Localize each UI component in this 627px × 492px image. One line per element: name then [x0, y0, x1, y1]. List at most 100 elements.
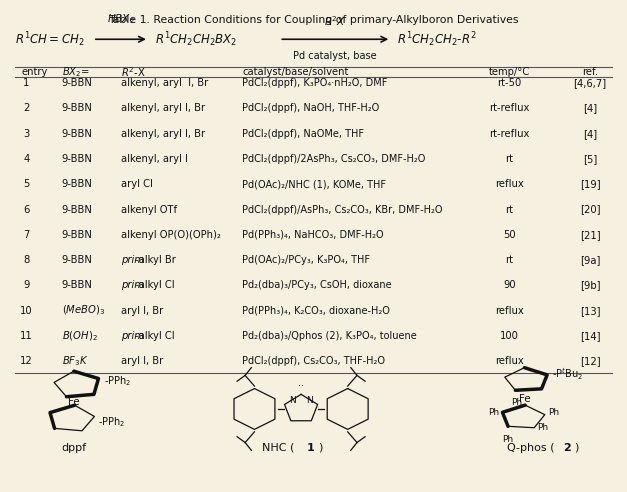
Text: 2: 2	[563, 443, 571, 453]
Text: Pd₂(dba)₃/PCy₃, CsOH, dioxane: Pd₂(dba)₃/PCy₃, CsOH, dioxane	[242, 280, 392, 290]
Text: $R^1CH=CH_2$: $R^1CH=CH_2$	[15, 30, 85, 49]
Text: ref.: ref.	[582, 67, 598, 77]
Text: Pd(OAc)₂/NHC (1), KOMe, THF: Pd(OAc)₂/NHC (1), KOMe, THF	[242, 179, 386, 189]
Text: Pd catalyst, base: Pd catalyst, base	[293, 51, 377, 61]
Text: prim: prim	[121, 255, 144, 265]
Text: NHC (: NHC (	[263, 443, 295, 453]
Text: $R^1CH_2CH_2BX_2$: $R^1CH_2CH_2BX_2$	[155, 30, 238, 49]
Text: aryl I, Br: aryl I, Br	[121, 356, 163, 366]
Text: 9-BBN: 9-BBN	[62, 128, 93, 139]
Text: $BX_2$=: $BX_2$=	[62, 65, 90, 79]
Text: [9a]: [9a]	[580, 255, 600, 265]
Text: $R^2$-X: $R^2$-X	[121, 65, 145, 79]
Text: [4]: [4]	[583, 128, 597, 139]
Text: N: N	[289, 396, 296, 405]
Text: PdCl₂(dppf), NaOH, THF-H₂O: PdCl₂(dppf), NaOH, THF-H₂O	[242, 103, 379, 113]
Text: -alkyl Cl: -alkyl Cl	[135, 331, 174, 341]
Text: $HBX_2$: $HBX_2$	[107, 12, 135, 26]
Text: Fe: Fe	[68, 397, 80, 407]
Text: rt: rt	[505, 255, 514, 265]
Text: Pd₂(dba)₃/Qphos (2), K₃PO₄, toluene: Pd₂(dba)₃/Qphos (2), K₃PO₄, toluene	[242, 331, 417, 341]
Text: [4,6,7]: [4,6,7]	[574, 78, 606, 88]
Text: alkenyl, aryl I, Br: alkenyl, aryl I, Br	[121, 103, 205, 113]
Text: $R^2X$: $R^2X$	[324, 14, 346, 28]
Text: [14]: [14]	[580, 331, 600, 341]
Text: Fe: Fe	[519, 394, 530, 403]
Text: -alkyl Br: -alkyl Br	[135, 255, 176, 265]
Text: -PPh$_2$: -PPh$_2$	[104, 374, 131, 388]
Text: entry: entry	[21, 67, 48, 77]
Text: N: N	[307, 396, 313, 405]
Text: -alkyl Cl: -alkyl Cl	[135, 280, 174, 290]
Text: [13]: [13]	[580, 306, 600, 316]
Text: [12]: [12]	[580, 356, 601, 366]
Text: [20]: [20]	[580, 205, 600, 215]
Text: PdCl₂(dppf), NaOMe, THF: PdCl₂(dppf), NaOMe, THF	[242, 128, 364, 139]
Text: 9-BBN: 9-BBN	[62, 103, 93, 113]
Text: prim: prim	[121, 280, 144, 290]
Text: Pd(PPh₃)₄, NaHCO₃, DMF-H₂O: Pd(PPh₃)₄, NaHCO₃, DMF-H₂O	[242, 230, 384, 240]
Text: temp/°C: temp/°C	[488, 67, 530, 77]
Text: aryl Cl: aryl Cl	[121, 179, 153, 189]
Text: $(MeBO)_3$: $(MeBO)_3$	[62, 304, 105, 317]
Text: alkenyl, aryl  I, Br: alkenyl, aryl I, Br	[121, 78, 208, 88]
Text: 50: 50	[503, 230, 515, 240]
Text: ): )	[319, 443, 323, 453]
Text: 2: 2	[23, 103, 29, 113]
Text: 10: 10	[20, 306, 33, 316]
Text: [9b]: [9b]	[580, 280, 600, 290]
Text: 3: 3	[23, 128, 29, 139]
Text: reflux: reflux	[495, 306, 524, 316]
Text: 90: 90	[503, 280, 515, 290]
Text: Pd(OAc)₂/PCy₃, K₃PO₄, THF: Pd(OAc)₂/PCy₃, K₃PO₄, THF	[242, 255, 370, 265]
Text: rt: rt	[505, 205, 514, 215]
Text: 9-BBN: 9-BBN	[62, 205, 93, 215]
Text: 100: 100	[500, 331, 519, 341]
Text: PdCl₂(dppf)/AsPh₃, Cs₂CO₃, KBr, DMF-H₂O: PdCl₂(dppf)/AsPh₃, Cs₂CO₃, KBr, DMF-H₂O	[242, 205, 443, 215]
Text: Ph: Ph	[488, 408, 499, 417]
Text: rt-reflux: rt-reflux	[489, 103, 529, 113]
Text: alkenyl, aryl I, Br: alkenyl, aryl I, Br	[121, 128, 205, 139]
Text: [4]: [4]	[583, 103, 597, 113]
Text: PdCl₂(dppf), K₃PO₄·nH₂O, DMF: PdCl₂(dppf), K₃PO₄·nH₂O, DMF	[242, 78, 387, 88]
Text: Ph: Ph	[502, 435, 514, 444]
Text: 9-BBN: 9-BBN	[62, 154, 93, 164]
Text: 1: 1	[23, 78, 29, 88]
Text: -P$^t$Bu$_2$: -P$^t$Bu$_2$	[552, 366, 583, 382]
Text: 11: 11	[20, 331, 33, 341]
Text: PdCl₂(dppf), Cs₂CO₃, THF-H₂O: PdCl₂(dppf), Cs₂CO₃, THF-H₂O	[242, 356, 385, 366]
Text: 12: 12	[20, 356, 33, 366]
Text: alkenyl OP(O)(OPh)₂: alkenyl OP(O)(OPh)₂	[121, 230, 221, 240]
Text: 4: 4	[23, 154, 29, 164]
Text: reflux: reflux	[495, 356, 524, 366]
Text: aryl I, Br: aryl I, Br	[121, 306, 163, 316]
Text: $B(OH)_2$: $B(OH)_2$	[62, 329, 98, 343]
Text: 9-BBN: 9-BBN	[62, 78, 93, 88]
Text: 1: 1	[307, 443, 314, 453]
Text: -PPh$_2$: -PPh$_2$	[98, 416, 125, 430]
Text: 9: 9	[23, 280, 29, 290]
Text: PdCl₂(dppf)/2AsPh₃, Cs₂CO₃, DMF-H₂O: PdCl₂(dppf)/2AsPh₃, Cs₂CO₃, DMF-H₂O	[242, 154, 425, 164]
Text: 7: 7	[23, 230, 29, 240]
Text: catalyst/base/solvent: catalyst/base/solvent	[242, 67, 349, 77]
Text: Ph: Ph	[511, 398, 522, 407]
Text: rt-50: rt-50	[497, 78, 522, 88]
Text: 6: 6	[23, 205, 29, 215]
Text: ): )	[574, 443, 579, 453]
Text: Pd(PPh₃)₄, K₂CO₃, dioxane-H₂O: Pd(PPh₃)₄, K₂CO₃, dioxane-H₂O	[242, 306, 390, 316]
Text: rt: rt	[505, 154, 514, 164]
Text: 9-BBN: 9-BBN	[62, 280, 93, 290]
Text: 9-BBN: 9-BBN	[62, 230, 93, 240]
Text: $BF_3K$: $BF_3K$	[62, 354, 88, 368]
Text: [5]: [5]	[583, 154, 597, 164]
Text: Ph: Ph	[537, 423, 549, 432]
Text: Q-phos (: Q-phos (	[507, 443, 555, 453]
Text: alkenyl, aryl I: alkenyl, aryl I	[121, 154, 187, 164]
Text: alkenyl OTf: alkenyl OTf	[121, 205, 177, 215]
Text: prim: prim	[121, 331, 144, 341]
Text: Table 1. Reaction Conditions for Coupling of primary-Alkylboron Derivatives: Table 1. Reaction Conditions for Couplin…	[108, 15, 519, 25]
Text: [21]: [21]	[580, 230, 601, 240]
Text: Ph: Ph	[548, 408, 559, 417]
Text: 8: 8	[23, 255, 29, 265]
Text: 9-BBN: 9-BBN	[62, 255, 93, 265]
